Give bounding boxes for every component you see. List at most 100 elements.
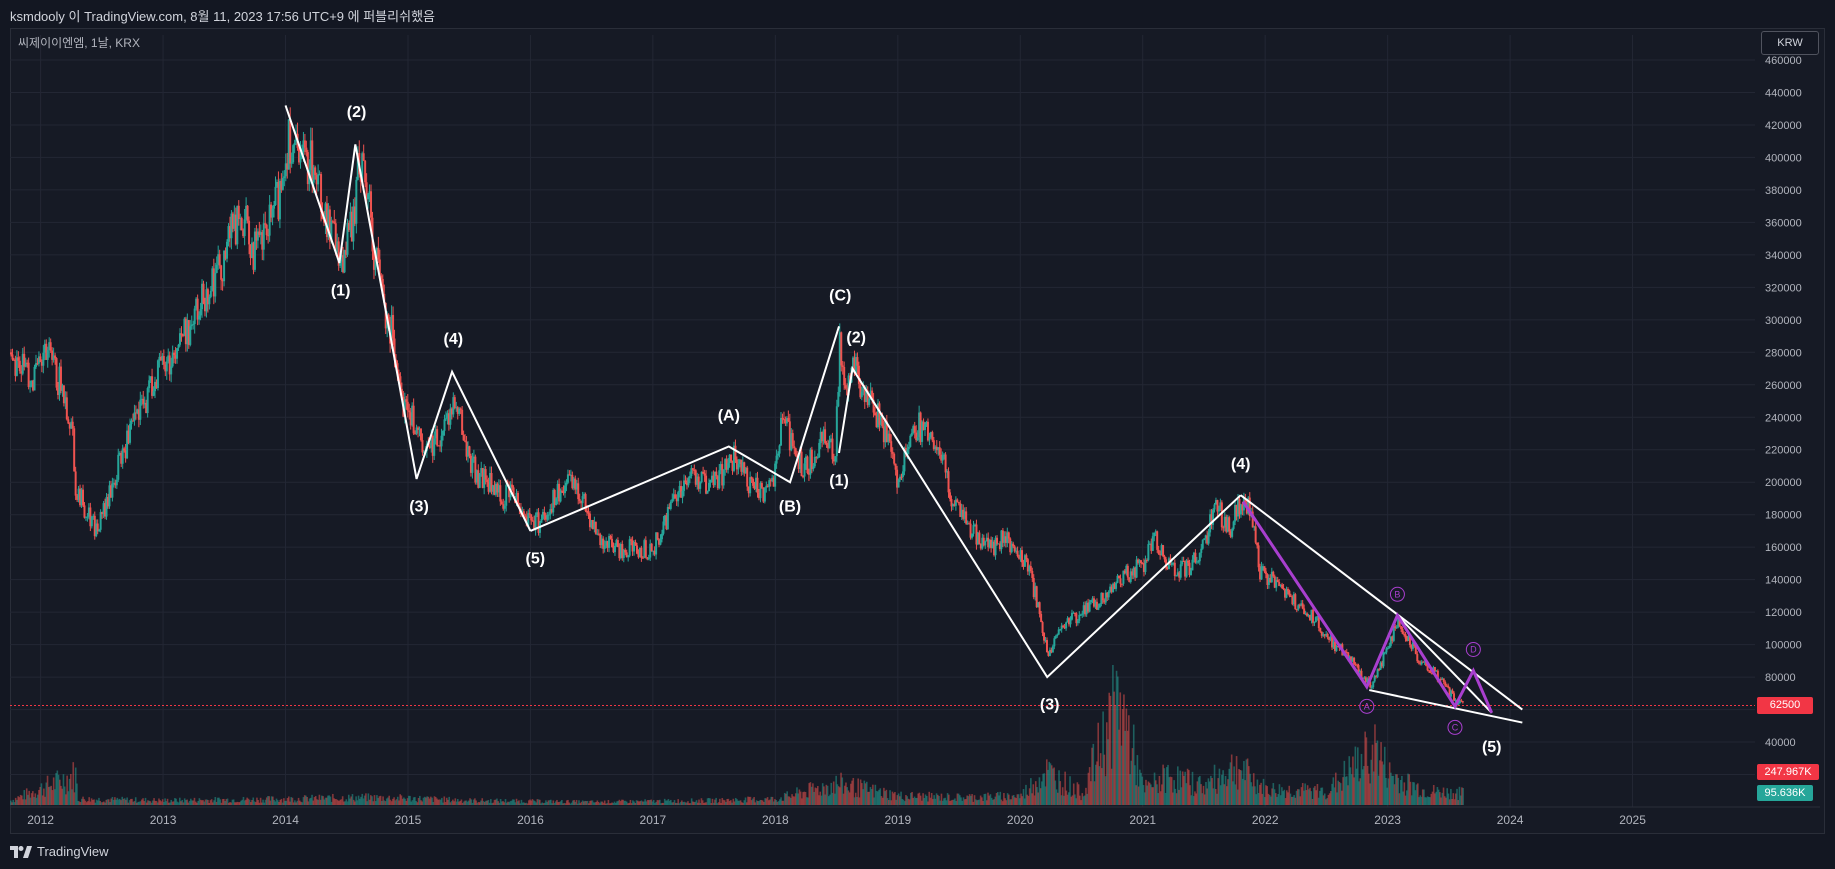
volume-bar xyxy=(1112,665,1114,805)
y-tick-label: 420000 xyxy=(1765,120,1802,132)
candle-body xyxy=(117,454,120,480)
volume-bar xyxy=(172,801,175,805)
candle-body xyxy=(671,499,674,502)
candle-body xyxy=(618,547,621,559)
volume-bar xyxy=(763,801,765,805)
volume-bar xyxy=(83,799,86,805)
candle-body xyxy=(199,309,202,316)
currency-button[interactable]: KRW xyxy=(1761,31,1819,55)
abc-label-circle xyxy=(1389,586,1405,602)
price-axis[interactable]: 2000040000600008000010000012000014000016… xyxy=(1765,55,1802,782)
volume-bar xyxy=(41,795,44,805)
candle-body xyxy=(1238,499,1241,515)
volume-bar xyxy=(929,797,932,805)
candle-body xyxy=(1461,701,1464,703)
volume-bar xyxy=(690,798,693,805)
candle-body xyxy=(1051,646,1054,653)
volume-bar xyxy=(1447,793,1450,805)
volume-bar xyxy=(1363,766,1365,805)
volume-bar xyxy=(327,795,329,805)
volume-bar xyxy=(482,801,485,805)
volume-bar xyxy=(1419,795,1422,805)
volume-bar xyxy=(361,793,364,805)
candle-body xyxy=(841,365,844,367)
candle-body xyxy=(819,431,822,443)
volume-bar xyxy=(714,799,716,805)
volume-bar xyxy=(979,795,982,805)
candle-body xyxy=(1386,647,1389,649)
volume-bar xyxy=(1368,773,1370,805)
candle-body xyxy=(624,549,627,553)
candle-body xyxy=(1385,648,1388,653)
candle-body xyxy=(49,342,52,351)
candle-body xyxy=(668,506,671,509)
volume-bar xyxy=(799,791,802,805)
footer-bar: TradingView xyxy=(0,834,1835,869)
candle-body xyxy=(663,515,666,522)
candle-body xyxy=(649,543,652,558)
volume-bar xyxy=(818,795,820,805)
candle-body xyxy=(737,464,740,470)
candle-body xyxy=(474,456,477,483)
tradingview-logo[interactable]: TradingView xyxy=(10,844,109,859)
time-axis[interactable]: 2012 2013 2014 2015 2016 2017 2018 2019 2020 2021… xyxy=(10,806,1820,827)
candle-body xyxy=(1129,571,1132,582)
candle-body xyxy=(1285,588,1288,598)
symbol-legend[interactable]: 씨제이이엔엠, 1날, KRX xyxy=(18,36,140,50)
volume-bar xyxy=(509,801,512,805)
volume-bar xyxy=(152,800,154,805)
volume-bar xyxy=(924,794,927,805)
volume-bar xyxy=(731,802,733,805)
volume-bar xyxy=(493,799,496,805)
volume-bar xyxy=(716,803,719,805)
candle-body xyxy=(108,485,111,507)
volume-bar xyxy=(857,778,859,805)
volume-bar xyxy=(407,795,410,805)
volume-bar xyxy=(513,799,515,805)
volume-bar xyxy=(502,801,504,805)
volume-bar xyxy=(354,801,356,805)
candle-body xyxy=(825,443,828,445)
volume-bar xyxy=(1299,796,1302,805)
volume-bar xyxy=(941,800,944,805)
volume-bar xyxy=(242,796,245,805)
volume-bar xyxy=(640,800,643,805)
candle-body xyxy=(89,507,92,527)
candle-body xyxy=(375,248,378,260)
volume-bar xyxy=(390,801,393,805)
volume-bar xyxy=(1366,765,1369,805)
candle-body xyxy=(27,362,30,387)
volume-bar xyxy=(295,802,297,805)
volume-bar xyxy=(123,798,126,805)
volume-bar xyxy=(40,783,43,805)
volume-bar xyxy=(842,793,845,805)
candle-body xyxy=(1212,509,1215,525)
volume-bar xyxy=(1128,715,1130,805)
volume-bar xyxy=(1322,795,1325,805)
candle-body xyxy=(1197,561,1200,563)
volume-bar xyxy=(617,800,619,805)
candle-body xyxy=(152,391,155,396)
volume-bar xyxy=(335,799,338,805)
volume-bar xyxy=(507,801,509,805)
volume-bar xyxy=(1070,796,1073,805)
volume-bar xyxy=(486,800,488,805)
volume-bar xyxy=(1114,705,1117,805)
candle-body xyxy=(1115,582,1118,589)
wave-label: (2) xyxy=(347,104,367,121)
candle-body xyxy=(1116,575,1119,583)
volume-bar xyxy=(952,799,955,805)
candle-body xyxy=(67,419,70,424)
volume-bar xyxy=(1080,800,1082,805)
volume-bar xyxy=(477,802,480,805)
volume-bar xyxy=(1267,793,1270,805)
volume-bar xyxy=(796,787,798,805)
candle-body xyxy=(778,445,781,454)
elliott-wave-drawings[interactable]: (1)(2)(3)(4)(5)(A)(B)(C)(1)(2)(3)(4)(5) xyxy=(284,104,1523,756)
candle-body xyxy=(1278,582,1281,586)
volume-bar xyxy=(1216,793,1218,805)
candle-body xyxy=(822,429,825,442)
volume-bar xyxy=(1145,779,1147,805)
